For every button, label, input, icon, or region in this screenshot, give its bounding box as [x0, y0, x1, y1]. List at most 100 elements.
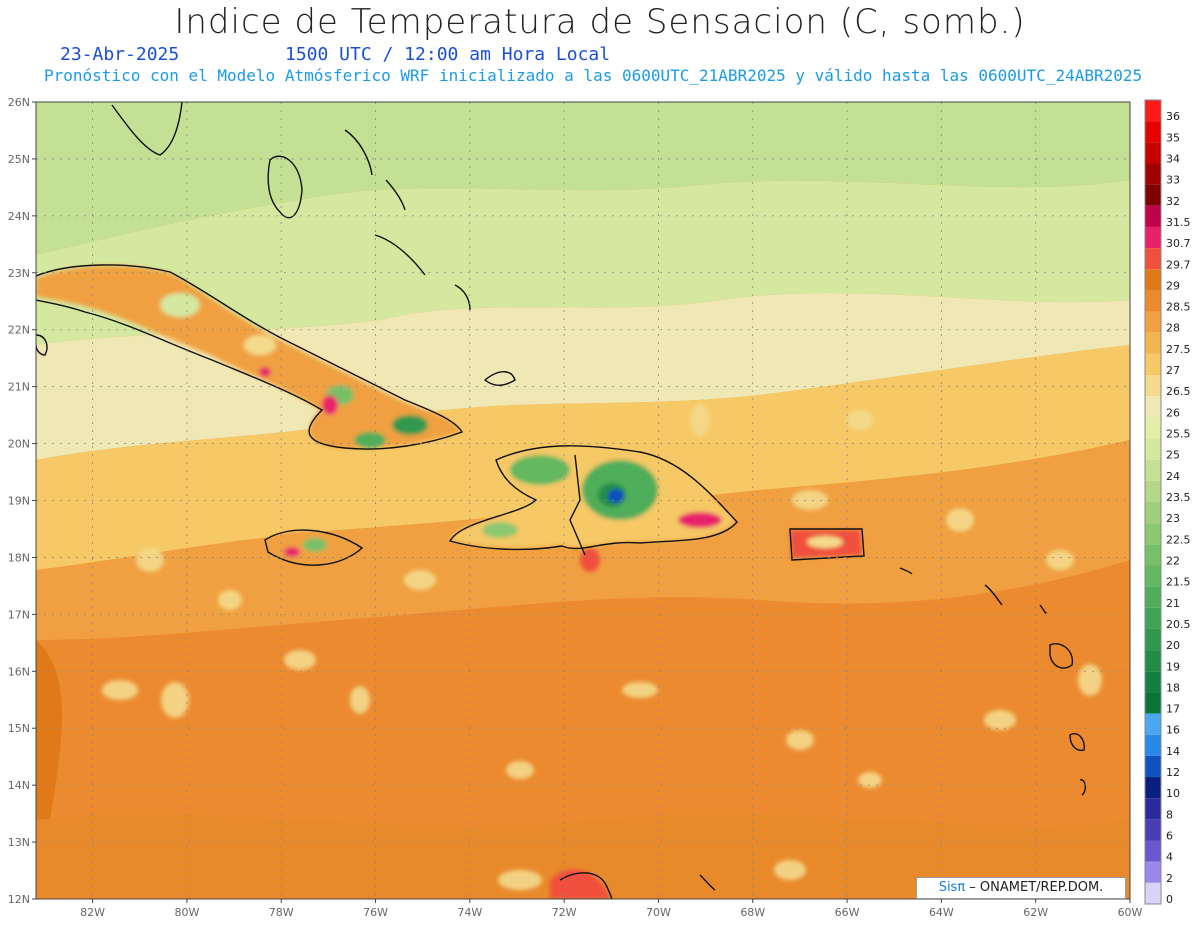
colorbar-label: 28.5 [1166, 301, 1191, 314]
colorbar-swatch [1145, 459, 1161, 481]
latitude-axis: 26N 25N 24N 23N 22N 21N 20N 19N 18N 17N 16N 15N 14N 1… [8, 96, 36, 906]
colorbar-label: 17 [1166, 703, 1180, 716]
colorbar-swatch [1145, 480, 1161, 502]
colorbar-label: 4 [1166, 851, 1173, 864]
colorbar-swatch [1145, 650, 1161, 672]
colorbar-swatch [1145, 671, 1161, 693]
colorbar-swatch [1145, 100, 1161, 122]
colorbar-legend: 363534333231.530.729.72928.52827.52726.5… [1144, 99, 1191, 906]
colorbar-swatch [1145, 226, 1161, 249]
lat-tick-label: 22N [8, 324, 30, 337]
map-title: Indice de Temperatura de Sensacion (C, s… [174, 2, 1026, 42]
lon-tick-label: 80W [174, 906, 199, 919]
lon-tick-label: 64W [929, 906, 954, 919]
colorbar-swatch [1145, 777, 1161, 799]
colorbar-swatch [1145, 311, 1161, 333]
colorbar-swatch [1145, 375, 1161, 397]
colorbar-swatch [1145, 565, 1161, 587]
colorbar-swatch [1145, 734, 1161, 756]
colorbar-label: 18 [1166, 681, 1180, 694]
colorbar-swatch [1145, 882, 1161, 904]
colorbar-swatch [1145, 438, 1161, 460]
colorbar-label: 19 [1166, 660, 1180, 673]
colorbar-label: 26 [1166, 406, 1180, 419]
lon-tick-label: 72W [552, 906, 577, 919]
lon-tick-label: 70W [646, 906, 671, 919]
colorbar-label: 33 [1166, 174, 1180, 187]
colorbar-label: 28 [1166, 322, 1180, 335]
lat-tick-label: 12N [8, 893, 30, 906]
colorbar-swatch [1145, 248, 1161, 270]
lon-tick-label: 66W [835, 906, 860, 919]
colorbar-label: 12 [1166, 766, 1180, 779]
colorbar-label: 16 [1166, 724, 1180, 737]
colorbar-swatch [1145, 607, 1161, 629]
colorbar-label: 20 [1166, 639, 1180, 652]
lat-tick-label: 26N [8, 96, 30, 109]
colorbar-swatch [1145, 269, 1161, 291]
colorbar-label: 36 [1166, 110, 1180, 123]
colorbar-label: 2 [1166, 872, 1173, 885]
lat-tick-label: 25N [8, 153, 30, 166]
colorbar-label: 14 [1166, 745, 1180, 758]
colorbar-label: 34 [1166, 152, 1180, 165]
colorbar-swatch [1145, 840, 1161, 862]
colorbar-label: 23 [1166, 512, 1180, 525]
colorbar-swatch [1145, 417, 1161, 439]
colorbar-swatch [1145, 713, 1161, 735]
colorbar-label: 23.5 [1166, 491, 1191, 504]
colorbar-swatch [1145, 755, 1161, 778]
lon-tick-label: 78W [269, 906, 294, 919]
colorbar-label: 8 [1166, 808, 1173, 821]
lon-tick-label: 74W [457, 906, 482, 919]
colorbar-swatch [1145, 332, 1161, 354]
colorbar-swatch [1145, 353, 1161, 376]
colorbar-swatch [1145, 142, 1161, 164]
colorbar-label: 22.5 [1166, 533, 1191, 546]
forecast-subtitle: Pronóstico con el Modelo Atmósferico WRF… [44, 66, 1143, 85]
colorbar-label: 21.5 [1166, 576, 1191, 589]
credit-org: – ONAMET/REP.DOM. [965, 880, 1104, 895]
lat-tick-label: 18N [8, 551, 30, 564]
colorbar-label: 21 [1166, 597, 1180, 610]
colorbar-swatch [1145, 523, 1161, 545]
lat-tick-label: 13N [8, 836, 30, 849]
colorbar-label: 10 [1166, 787, 1180, 800]
colorbar-swatch [1145, 586, 1161, 608]
lat-tick-label: 24N [8, 210, 30, 223]
lat-tick-label: 19N [8, 495, 30, 508]
sis-logo: Sisπ [938, 880, 966, 895]
colorbar-label: 25 [1166, 449, 1180, 462]
colorbar-label: 6 [1166, 830, 1173, 843]
credit-box: Sisπ – ONAMET/REP.DOM. [916, 877, 1126, 899]
colorbar-label: 27.5 [1166, 343, 1191, 356]
colorbar-label: 22 [1166, 554, 1180, 567]
colorbar-swatch [1145, 692, 1161, 714]
colorbar-label: 26.5 [1166, 385, 1191, 398]
lon-tick-label: 76W [363, 906, 388, 919]
colorbar-label: 29 [1166, 279, 1180, 292]
lat-tick-label: 21N [8, 381, 30, 394]
colorbar-label: 27 [1166, 364, 1180, 377]
colorbar-label: 32 [1166, 195, 1180, 208]
lon-tick-label: 60W [1118, 906, 1143, 919]
colorbar-swatch [1145, 121, 1161, 143]
colorbar-swatch [1145, 544, 1161, 566]
colorbar-swatch [1145, 163, 1161, 185]
forecast-time: 1500 UTC / 12:00 am Hora Local [285, 44, 611, 65]
colorbar-label: 0 [1166, 893, 1173, 906]
lat-tick-label: 16N [8, 665, 30, 678]
lon-tick-label: 68W [740, 906, 765, 919]
colorbar-swatch [1145, 502, 1161, 524]
lat-tick-label: 15N [8, 722, 30, 735]
colorbar-label: 30.7 [1166, 237, 1191, 250]
longitude-axis: 82W 80W 78W 76W 74W 72W 70W 68W 66W 64W 62W 60W [80, 899, 1143, 919]
lat-tick-label: 17N [8, 608, 30, 621]
colorbar-swatch [1145, 290, 1161, 312]
lon-tick-label: 62W [1023, 906, 1048, 919]
lat-tick-label: 14N [8, 779, 30, 792]
colorbar-label: 31.5 [1166, 216, 1191, 229]
lon-tick-label: 82W [80, 906, 105, 919]
forecast-date: 23-Abr-2025 [60, 44, 180, 65]
